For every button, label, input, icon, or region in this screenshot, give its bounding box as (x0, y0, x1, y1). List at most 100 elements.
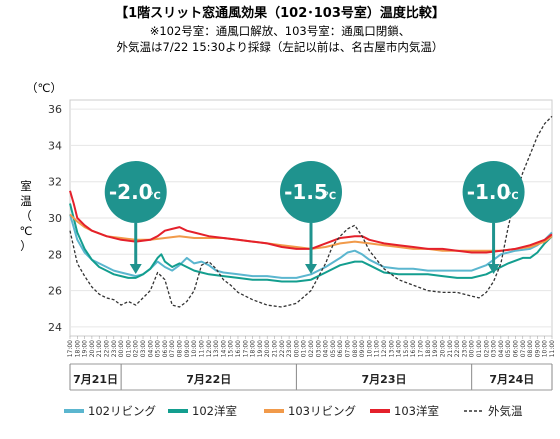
x-tick-label: 10:00 (366, 340, 373, 357)
x-tick-label: 14:00 (220, 340, 227, 357)
x-tick-label: 06:00 (337, 340, 344, 357)
x-tick-label: 00:00 (118, 340, 125, 357)
x-tick-label: 19:00 (257, 340, 264, 357)
x-tick-label: 19:00 (82, 340, 89, 357)
y-tick-label: 26 (48, 285, 62, 298)
x-tick-label: 00:00 (293, 340, 300, 357)
annotation-bubble (104, 161, 167, 223)
series-line (69, 190, 553, 254)
x-tick-label: 16:00 (410, 340, 417, 357)
day-label: 7月21日 (73, 373, 118, 386)
x-tick-label: 09:00 (359, 340, 366, 357)
y-axis-label: 室温（℃） (20, 179, 33, 253)
x-tick-label: 15:00 (403, 340, 410, 357)
x-tick-label: 11:00 (549, 340, 556, 357)
x-tick-label: 12:00 (206, 340, 213, 357)
series-line (69, 203, 553, 283)
x-tick-label: 20:00 (439, 340, 446, 357)
x-tick-label: 02:00 (133, 340, 140, 357)
x-tick-label: 06:00 (162, 340, 169, 357)
x-tick-label: 20:00 (89, 340, 96, 357)
y-axis-ticks: 24 26 28 30 32 34 36 (48, 103, 62, 334)
annotation-bubble (462, 161, 525, 223)
x-tick-label: 16:00 (235, 340, 242, 357)
x-tick-label: 04:00 (147, 340, 154, 357)
x-tick-label: 03:00 (140, 340, 147, 357)
x-tick-label: 04:00 (498, 340, 505, 357)
annotation-unit: ℃ (324, 191, 336, 202)
x-tick-label: 23:00 (461, 340, 468, 357)
x-tick-label: 21:00 (271, 340, 278, 357)
x-tick-label: 09:00 (184, 340, 191, 357)
day-label: 7月24日 (489, 373, 534, 386)
x-tick-label: 10:00 (542, 340, 549, 357)
legend-label: 103洋室 (394, 404, 439, 418)
annotation-arrow-head (305, 264, 317, 274)
legend-label: 外気温 (488, 404, 523, 418)
x-tick-label: 17:00 (67, 340, 74, 357)
legend-label: 102リビング (88, 404, 156, 418)
x-tick-label: 08:00 (527, 340, 534, 357)
x-tick-label: 05:00 (155, 340, 162, 357)
x-tick-label: 01:00 (125, 340, 132, 357)
annotation-unit: ℃ (507, 191, 519, 202)
y-tick-label: 28 (48, 248, 62, 261)
x-tick-label: 22:00 (279, 340, 286, 357)
x-tick-label: 06:00 (512, 340, 519, 357)
x-tick-label: 07:00 (345, 340, 352, 357)
x-tick-label: 04:00 (323, 340, 330, 357)
x-tick-label: 03:00 (315, 340, 322, 357)
annotation-arrow-head (129, 264, 142, 274)
annotation-bubble (280, 161, 342, 223)
x-tick-label: 13:00 (213, 340, 220, 357)
x-tick-label: 01:00 (301, 340, 308, 357)
day-label: 7月22日 (186, 373, 231, 386)
series-line (69, 214, 553, 279)
x-tick-label: 08:00 (352, 340, 359, 357)
chart-title: 【1階スリット窓通風効果（102･103号室）温度比較】 (115, 5, 445, 21)
x-tick-label: 13:00 (388, 340, 395, 357)
chart-legend: 102リビング 102洋室 103リビング 103洋室 外気温 (64, 404, 523, 418)
x-tick-label: 20:00 (264, 340, 271, 357)
x-tick-label: 23:00 (286, 340, 293, 357)
x-tick-label: 19:00 (432, 340, 439, 357)
y-axis-label-text: 室温（℃） (20, 179, 33, 253)
x-tick-label: 21:00 (96, 340, 103, 357)
x-tick-label: 02:00 (308, 340, 315, 357)
x-tick-label: 03:00 (491, 340, 498, 357)
annotation-unit: ℃ (149, 191, 161, 202)
series-line (69, 115, 553, 308)
chart-subtitle-2: 外気温は7/22 15:30より採録（左記以前は、名古屋市内気温） (117, 40, 444, 54)
day-label: 7月23日 (362, 373, 407, 386)
x-tick-label: 23:00 (111, 340, 118, 357)
y-tick-label: 34 (48, 139, 62, 152)
day-axis: 7月21日 7月22日 7月23日 7月24日 (69, 363, 553, 391)
y-tick-label: 36 (48, 103, 62, 116)
x-tick-label: 18:00 (74, 340, 81, 357)
x-tick-label: 10:00 (191, 340, 198, 357)
annotation-bubbles: -2.0℃ -1.5℃ -1.0℃ (104, 161, 525, 274)
x-tick-label: 08:00 (177, 340, 184, 357)
legend-label: 103リビング (288, 404, 356, 418)
annotation-value: -1.0 (467, 180, 511, 204)
x-tick-label: 21:00 (447, 340, 454, 357)
x-tick-label: 17:00 (242, 340, 249, 357)
x-tick-label: 15:00 (228, 340, 235, 357)
x-axis-ticks: 17:00 18:00 19:00 20:00 21:00 22:00 23:00 00:00… (67, 336, 556, 357)
x-tick-label: 18:00 (425, 340, 432, 357)
x-tick-label: 17:00 (418, 340, 425, 357)
x-tick-label: 02:00 (483, 340, 490, 357)
x-tick-label: 07:00 (169, 340, 176, 357)
y-axis-unit: （℃） (26, 81, 62, 95)
annotation-arrow-head (487, 264, 500, 274)
x-tick-label: 11:00 (374, 340, 381, 357)
x-tick-label: 12:00 (381, 340, 388, 357)
y-tick-label: 32 (48, 176, 62, 189)
x-tick-label: 22:00 (454, 340, 461, 357)
x-tick-label: 11:00 (198, 340, 205, 357)
x-tick-label: 22:00 (104, 340, 111, 357)
x-tick-label: 01:00 (476, 340, 483, 357)
y-tick-label: 30 (48, 212, 62, 225)
x-tick-label: 07:00 (520, 340, 527, 357)
